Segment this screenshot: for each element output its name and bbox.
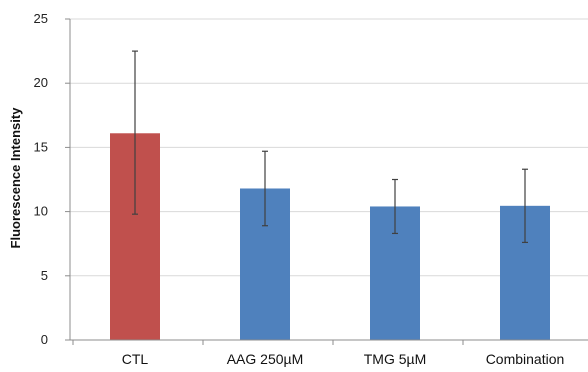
- y-tick-label: 5: [41, 268, 48, 283]
- x-tick-labels: CTL AAG 250µM TMG 5µM Combination: [122, 351, 565, 367]
- y-tick-labels: 0 5 10 15 20 25: [34, 11, 48, 347]
- y-tick-label: 25: [34, 11, 48, 26]
- y-tick-label: 20: [34, 75, 48, 90]
- x-tick-label: Combination: [486, 351, 565, 367]
- axes: [65, 18, 588, 345]
- y-tick-label: 10: [34, 204, 48, 219]
- bars: [110, 133, 550, 340]
- x-tick-label: CTL: [122, 351, 149, 367]
- error-bars: [132, 50, 528, 244]
- x-tick-label: AAG 250µM: [227, 351, 304, 367]
- y-tick-label: 15: [34, 139, 48, 154]
- x-tick-label: TMG 5µM: [364, 351, 427, 367]
- y-tick-label: 0: [41, 332, 48, 347]
- y-axis-label: Fluorescence Intensity: [8, 107, 23, 249]
